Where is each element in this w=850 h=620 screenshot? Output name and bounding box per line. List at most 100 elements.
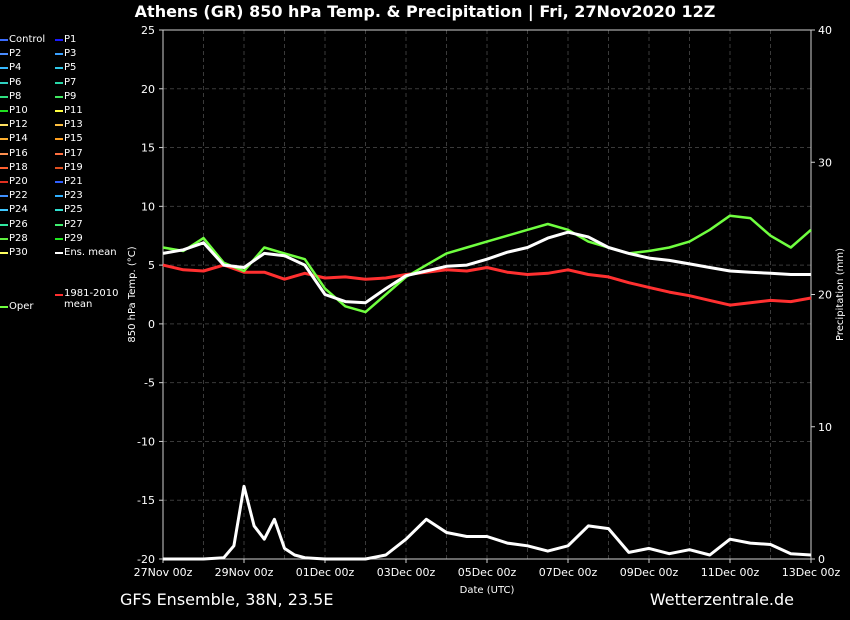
legend-swatch bbox=[0, 124, 8, 127]
y2-tick-label: 30 bbox=[818, 156, 832, 169]
y2-tick-label: 20 bbox=[818, 289, 832, 302]
legend-label: P4 bbox=[9, 62, 22, 74]
legend-swatch bbox=[55, 67, 63, 70]
y-tick-label: 20 bbox=[141, 83, 155, 96]
legend-label: P26 bbox=[9, 218, 28, 230]
legend-swatch bbox=[0, 237, 8, 240]
legend-swatch bbox=[55, 209, 63, 212]
y2-tick-label: 10 bbox=[818, 421, 832, 434]
legend-swatch bbox=[0, 223, 8, 226]
y-tick-label: 5 bbox=[148, 259, 155, 272]
y-tick-label: -15 bbox=[137, 494, 155, 507]
legend-swatch bbox=[0, 306, 8, 308]
x-tick-label: 11Dec 00z bbox=[701, 566, 760, 579]
legend-swatch bbox=[0, 152, 8, 155]
x-tick-label: 29Nov 00z bbox=[215, 566, 274, 579]
legend-label: P24 bbox=[9, 204, 28, 216]
legend-label: P18 bbox=[9, 161, 28, 173]
x-tick-label: 01Dec 00z bbox=[296, 566, 355, 579]
legend-swatch bbox=[0, 209, 8, 212]
x-tick-label: 09Dec 00z bbox=[620, 566, 679, 579]
legend-swatch bbox=[0, 67, 8, 70]
y-axis-title: 850 hPa Temp. (°C) bbox=[127, 246, 138, 342]
legend-swatch bbox=[55, 152, 63, 155]
legend-label: P3 bbox=[64, 48, 77, 60]
legend-label: P21 bbox=[64, 176, 83, 187]
y-tick-label: 0 bbox=[148, 318, 155, 331]
legend-label: Ens. mean bbox=[64, 247, 117, 258]
legend-swatch bbox=[0, 81, 8, 84]
precip-mean-line bbox=[163, 484, 812, 561]
y2-tick-label: 0 bbox=[818, 553, 825, 566]
legend-swatch bbox=[0, 166, 8, 169]
legend-label: P28 bbox=[9, 232, 28, 244]
legend-label: P14 bbox=[9, 133, 28, 145]
legend-label: Control bbox=[9, 34, 46, 45]
legend-swatch bbox=[55, 252, 63, 254]
legend-label: P23 bbox=[64, 190, 83, 202]
legend-label: P20 bbox=[9, 176, 28, 187]
legend-swatch bbox=[55, 110, 63, 112]
legend-swatch bbox=[55, 95, 63, 98]
legend-swatch bbox=[55, 124, 63, 127]
chart-title: Athens (GR) 850 hPa Temp. & Precipitatio… bbox=[134, 2, 716, 21]
y-tick-label: 15 bbox=[141, 142, 155, 155]
legend-label: P1 bbox=[64, 34, 77, 45]
oper-line bbox=[162, 214, 812, 314]
y-tick-label: 25 bbox=[141, 24, 155, 37]
legend-swatch bbox=[0, 138, 8, 141]
y-tick-label: -20 bbox=[137, 553, 155, 566]
legend-swatch bbox=[0, 181, 8, 183]
legend-label: P5 bbox=[64, 62, 77, 74]
source-label: Wetterzentrale.de bbox=[649, 590, 794, 609]
legend-label: P6 bbox=[9, 76, 22, 88]
y2-tick-label: 40 bbox=[818, 24, 832, 37]
legend-swatch bbox=[55, 39, 63, 41]
legend-label: 1981-2010 mean bbox=[64, 288, 119, 310]
legend-label: P15 bbox=[64, 133, 83, 145]
x-tick-label: 27Nov 00z bbox=[134, 566, 193, 579]
legend-label: P12 bbox=[9, 119, 28, 131]
x-tick-label: 07Dec 00z bbox=[539, 566, 598, 579]
x-tick-label: 13Dec 00z bbox=[782, 566, 841, 579]
legend-swatch bbox=[55, 81, 63, 84]
legend-swatch bbox=[0, 39, 8, 41]
legend-swatch bbox=[55, 181, 63, 183]
legend-swatch bbox=[0, 252, 8, 254]
legend-label: P9 bbox=[64, 90, 77, 102]
legend-label: P16 bbox=[9, 147, 28, 159]
legend-label: P8 bbox=[9, 90, 22, 102]
x-tick-label: 05Dec 00z bbox=[458, 566, 517, 579]
legend-swatch bbox=[0, 110, 8, 112]
model-label: GFS Ensemble, 38N, 23.5E bbox=[120, 590, 334, 609]
legend-label: P17 bbox=[64, 147, 83, 159]
legend-swatch bbox=[55, 138, 63, 141]
legend-label: P13 bbox=[64, 119, 83, 131]
legend-label: P25 bbox=[64, 204, 83, 216]
legend-label: P19 bbox=[64, 161, 83, 173]
legend-swatch bbox=[55, 223, 63, 226]
legend-swatch bbox=[55, 294, 63, 296]
legend-label: P22 bbox=[9, 190, 28, 202]
legend-label: P11 bbox=[64, 105, 83, 116]
legend-label: Oper bbox=[9, 301, 34, 312]
x-tick-label: 03Dec 00z bbox=[377, 566, 436, 579]
y-tick-label: -5 bbox=[144, 377, 155, 390]
legend-label: P30 bbox=[9, 247, 28, 258]
legend-swatch bbox=[0, 195, 8, 198]
legend-label: P10 bbox=[9, 105, 28, 116]
x-axis-title: Date (UTC) bbox=[460, 585, 515, 596]
legend-swatch bbox=[55, 166, 63, 169]
legend-label: P7 bbox=[64, 76, 77, 88]
climate-mean-line bbox=[162, 263, 812, 307]
legend-label: P27 bbox=[64, 218, 83, 230]
ensemble-mean-line bbox=[162, 230, 811, 305]
legend-swatch bbox=[55, 237, 63, 240]
legend-label: P29 bbox=[64, 232, 83, 244]
legend-swatch bbox=[0, 53, 8, 56]
legend-swatch bbox=[55, 53, 63, 56]
y-tick-label: -10 bbox=[137, 435, 155, 448]
y-tick-label: 10 bbox=[141, 200, 155, 213]
legend-swatch bbox=[0, 95, 8, 98]
